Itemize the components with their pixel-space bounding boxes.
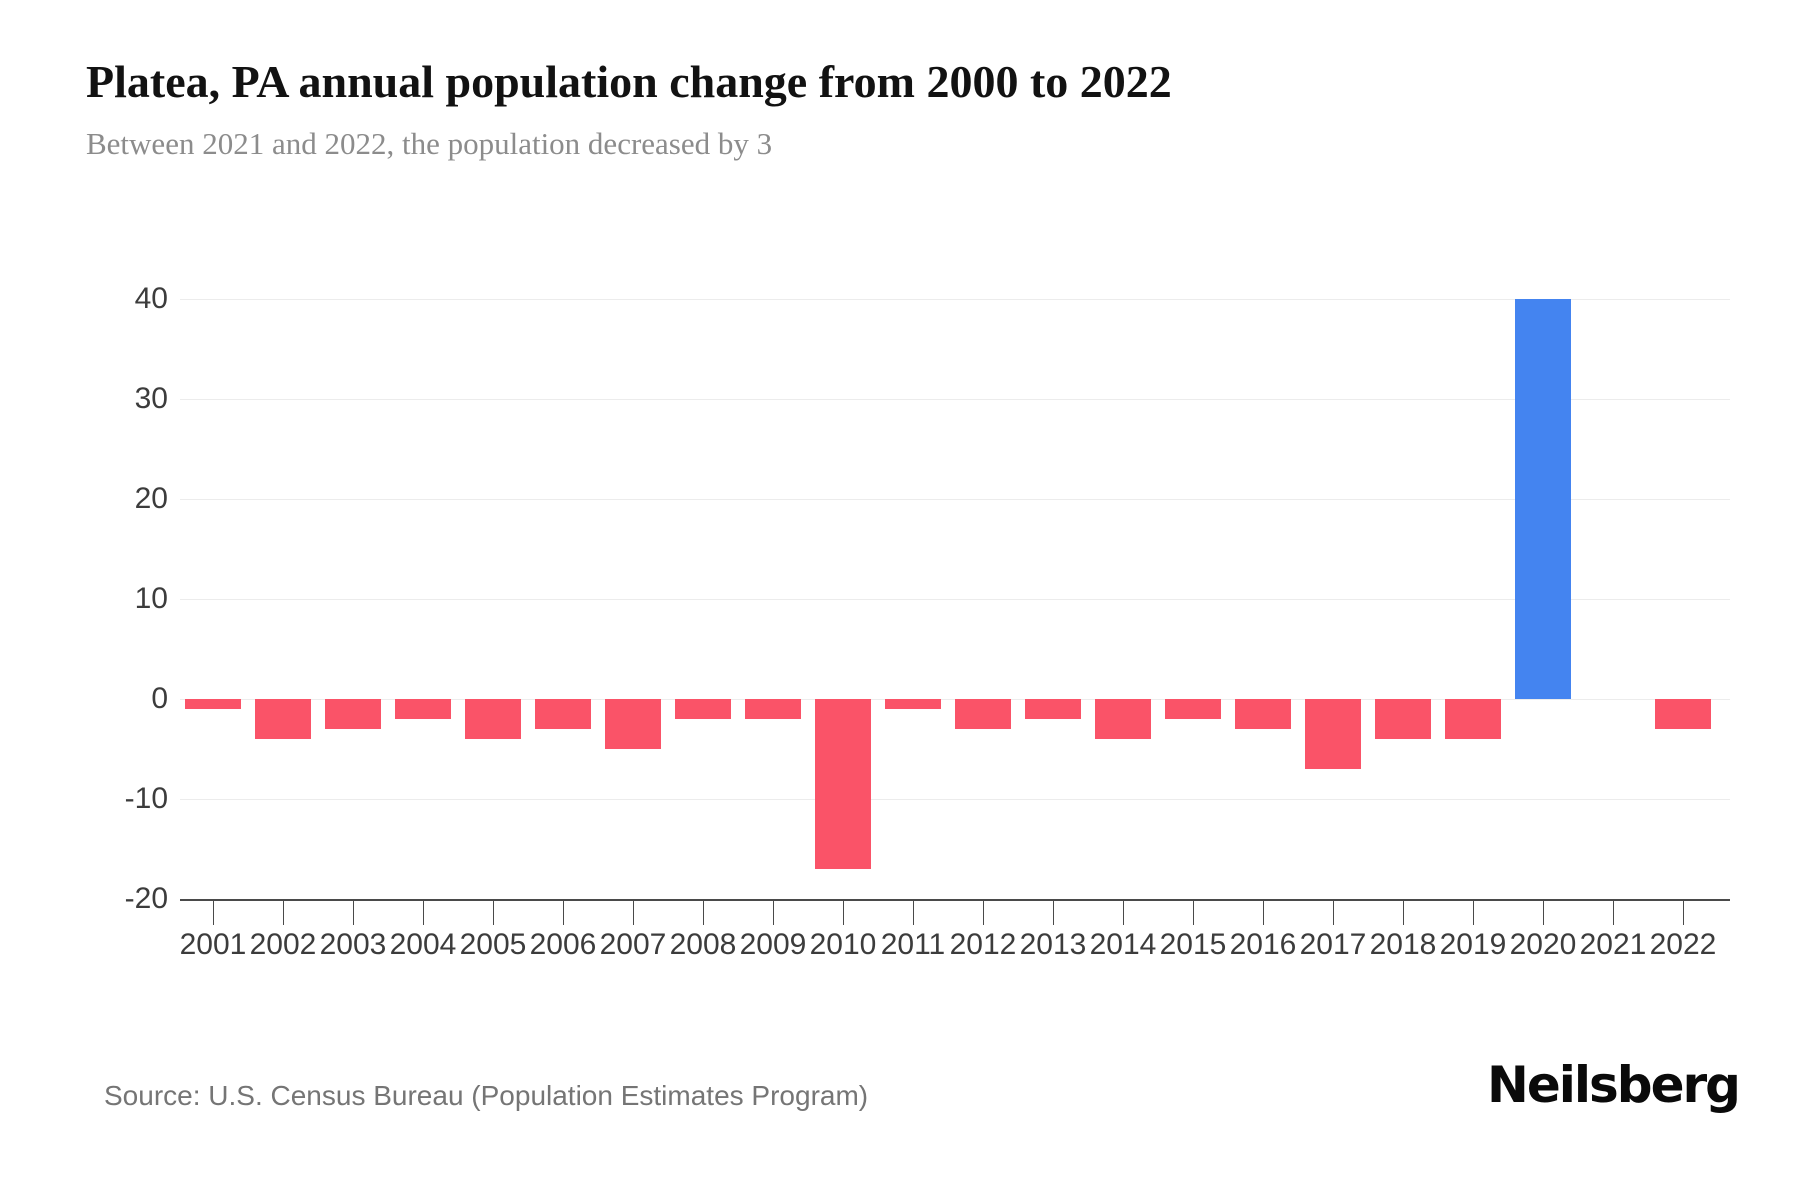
x-tick-2018 xyxy=(1403,899,1404,925)
y-tick-label-0: 0 xyxy=(151,682,168,715)
x-tick-2010 xyxy=(843,899,844,925)
bar-2012[interactable] xyxy=(955,699,1011,729)
bar-2002[interactable] xyxy=(255,699,311,739)
x-tick-label-2018: 2018 xyxy=(1369,928,1437,961)
bar-2011[interactable] xyxy=(885,699,941,709)
x-tick-2022 xyxy=(1683,899,1684,925)
x-tick-2017 xyxy=(1333,899,1334,925)
x-tick-2014 xyxy=(1123,899,1124,925)
x-tick-2004 xyxy=(423,899,424,925)
x-tick-label-2006: 2006 xyxy=(529,928,597,961)
x-tick-2016 xyxy=(1263,899,1264,925)
gridline-10 xyxy=(180,599,1730,600)
bar-2017[interactable] xyxy=(1305,699,1361,769)
x-tick-label-2001: 2001 xyxy=(179,928,247,961)
bar-2019[interactable] xyxy=(1445,699,1501,739)
source-note: Source: U.S. Census Bureau (Population E… xyxy=(104,1080,869,1111)
x-tick-label-2014: 2014 xyxy=(1089,928,1157,961)
x-tick-2015 xyxy=(1193,899,1194,925)
bar-2005[interactable] xyxy=(465,699,521,739)
chart-title: Platea, PA annual population change from… xyxy=(86,56,1172,107)
x-tick-label-2007: 2007 xyxy=(599,928,667,961)
bar-2018[interactable] xyxy=(1375,699,1431,739)
x-tick-label-2008: 2008 xyxy=(669,928,737,961)
x-tick-label-2017: 2017 xyxy=(1299,928,1367,961)
x-tick-2013 xyxy=(1053,899,1054,925)
bar-2022[interactable] xyxy=(1655,699,1711,729)
x-tick-label-2005: 2005 xyxy=(459,928,527,961)
bar-2007[interactable] xyxy=(605,699,661,749)
neilsberg-logo: Neilsberg xyxy=(1487,1056,1741,1114)
chart-subtitle: Between 2021 and 2022, the population de… xyxy=(86,126,773,161)
y-tick-label-40: 40 xyxy=(134,282,168,315)
x-tick-label-2003: 2003 xyxy=(319,928,387,961)
y-tick-label--20: -20 xyxy=(124,882,168,915)
bar-2003[interactable] xyxy=(325,699,381,729)
bar-2013[interactable] xyxy=(1025,699,1081,719)
x-tick-label-2012: 2012 xyxy=(949,928,1017,961)
x-tick-label-2013: 2013 xyxy=(1019,928,1087,961)
bar-2014[interactable] xyxy=(1095,699,1151,739)
x-tick-2021 xyxy=(1613,899,1614,925)
x-tick-2002 xyxy=(283,899,284,925)
x-tick-2008 xyxy=(703,899,704,925)
x-tick-2003 xyxy=(353,899,354,925)
x-tick-2001 xyxy=(213,899,214,925)
x-tick-label-2004: 2004 xyxy=(389,928,457,961)
x-tick-2011 xyxy=(913,899,914,925)
bar-2020[interactable] xyxy=(1515,299,1571,699)
x-tick-2009 xyxy=(773,899,774,925)
x-tick-label-2010: 2010 xyxy=(809,928,877,961)
bar-2015[interactable] xyxy=(1165,699,1221,719)
bar-2016[interactable] xyxy=(1235,699,1291,729)
x-tick-2020 xyxy=(1543,899,1544,925)
x-tick-label-2021: 2021 xyxy=(1579,928,1647,961)
gridline-20 xyxy=(180,499,1730,500)
x-tick-label-2019: 2019 xyxy=(1439,928,1507,961)
x-tick-2019 xyxy=(1473,899,1474,925)
y-tick-label-10: 10 xyxy=(134,582,168,615)
x-tick-label-2015: 2015 xyxy=(1159,928,1227,961)
x-tick-label-2020: 2020 xyxy=(1509,928,1577,961)
bar-2008[interactable] xyxy=(675,699,731,719)
x-tick-2006 xyxy=(563,899,564,925)
bar-2004[interactable] xyxy=(395,699,451,719)
bar-2001[interactable] xyxy=(185,699,241,709)
x-tick-label-2002: 2002 xyxy=(249,928,317,961)
y-tick-label-20: 20 xyxy=(134,482,168,515)
bar-2010[interactable] xyxy=(815,699,871,869)
x-axis-line xyxy=(180,899,1730,901)
bar-2009[interactable] xyxy=(745,699,801,719)
x-tick-2005 xyxy=(493,899,494,925)
y-tick-label--10: -10 xyxy=(124,782,168,815)
gridline-40 xyxy=(180,299,1730,300)
x-tick-label-2011: 2011 xyxy=(880,928,946,961)
bar-2006[interactable] xyxy=(535,699,591,729)
x-tick-label-2016: 2016 xyxy=(1229,928,1297,961)
x-tick-label-2022: 2022 xyxy=(1649,928,1717,961)
x-tick-2012 xyxy=(983,899,984,925)
gridline-30 xyxy=(180,399,1730,400)
gridline--10 xyxy=(180,799,1730,800)
x-tick-2007 xyxy=(633,899,634,925)
x-tick-label-2009: 2009 xyxy=(739,928,807,961)
y-tick-label-30: 30 xyxy=(134,382,168,415)
